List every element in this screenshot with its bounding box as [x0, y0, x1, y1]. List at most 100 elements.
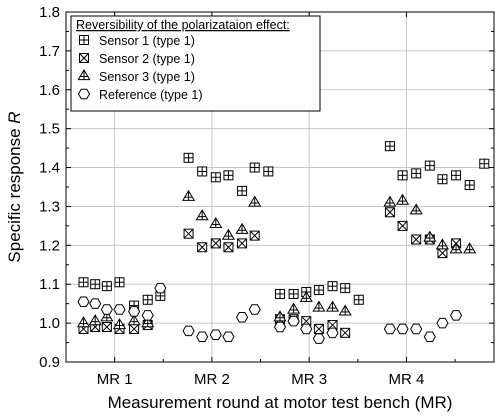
legend-entry: Reference (type 1) [77, 88, 203, 102]
legend: Reversibility of the polarizataion effec… [70, 15, 321, 112]
data-point [288, 288, 299, 299]
x-tick-label: MR 2 [194, 371, 230, 388]
data-point [210, 238, 221, 249]
data-point [409, 203, 423, 215]
legend-label: Sensor 1 (type 1) [99, 34, 195, 48]
data-point [127, 314, 141, 326]
data-point [88, 314, 102, 326]
legend-marker [77, 88, 91, 100]
data-point [237, 185, 248, 196]
data-point [77, 296, 90, 307]
data-point [209, 329, 222, 341]
data-point [183, 152, 194, 163]
legend-entry: Sensor 2 (type 1) [79, 52, 195, 66]
data-point [275, 288, 285, 299]
data-point [423, 230, 437, 242]
data-point [273, 310, 287, 322]
data-point [248, 195, 262, 207]
legend-label: Reference (type 1) [99, 88, 203, 102]
data-point [141, 310, 154, 321]
y-tick-label: 1.4 [39, 160, 60, 177]
legend-title: Reversibility of the polarizataion effec… [76, 18, 290, 32]
data-point [112, 318, 127, 330]
data-point [89, 298, 102, 309]
data-point [397, 220, 408, 231]
data-point [435, 238, 450, 250]
data-point [312, 333, 325, 344]
legend-label: Sensor 2 (type 1) [99, 52, 195, 66]
data-point [449, 242, 463, 254]
data-point [113, 304, 126, 315]
legend-box [70, 15, 321, 112]
data-point [451, 170, 462, 181]
data-point [181, 189, 196, 201]
legend-entry: Sensor 3 (type 1) [77, 69, 195, 84]
x-tick-labels: MR 1 MR 2 MR 3 MR 4 [97, 371, 425, 388]
data-point [101, 322, 112, 332]
data-point [237, 238, 248, 249]
data-point [340, 283, 351, 294]
data-point [196, 331, 209, 342]
data-point [326, 327, 339, 339]
data-point [287, 302, 301, 314]
data-point [384, 141, 395, 152]
data-point [154, 282, 167, 294]
data-point [396, 323, 409, 335]
data-point [300, 323, 313, 335]
data-point [100, 304, 113, 315]
data-point [410, 323, 423, 335]
data-point [299, 290, 313, 302]
y-tick-label: 1.5 [39, 121, 60, 138]
data-point [249, 230, 260, 241]
data-point [197, 166, 208, 177]
data-point [383, 323, 396, 335]
data-point [273, 321, 287, 333]
series-3 [76, 189, 477, 330]
legend-marker [79, 53, 89, 63]
data-point [263, 166, 274, 177]
data-point [210, 172, 221, 183]
x-tick-label: MR 3 [291, 371, 327, 388]
data-point [128, 306, 141, 317]
data-point [395, 193, 410, 205]
y-tick-label: 0.9 [39, 354, 60, 371]
data-point [223, 170, 234, 181]
data-point [287, 315, 300, 327]
data-point [197, 242, 208, 253]
y-tick-label: 1.0 [39, 315, 60, 332]
y-tick-label: 1.6 [39, 82, 60, 99]
legend-marker [79, 35, 89, 45]
legend-entries: Sensor 1 (type 1) Sensor 2 (type 1) Sensor… [77, 34, 203, 102]
data-point [449, 310, 463, 321]
x-tick-label: MR 1 [97, 371, 133, 388]
data-point [221, 228, 236, 240]
data-point [182, 325, 195, 337]
data-point [313, 285, 324, 296]
data-point [463, 242, 477, 254]
data-point [437, 174, 448, 185]
data-point [424, 160, 435, 171]
y-axis-label-variable: R [5, 111, 24, 123]
data-point [464, 180, 475, 191]
data-point [101, 281, 112, 292]
data-point [78, 277, 89, 288]
y-axis-label: Specific response R [5, 111, 24, 262]
data-point [100, 310, 114, 322]
data-point [479, 158, 490, 169]
legend-marker [77, 69, 91, 81]
data-point [313, 323, 324, 334]
data-point [90, 279, 101, 290]
data-point [353, 294, 364, 305]
data-point [411, 168, 422, 179]
y-axis-label-text: Specific response [5, 124, 24, 263]
data-point [114, 277, 125, 288]
y-tick-label: 1.3 [39, 198, 60, 215]
data-point [397, 170, 408, 181]
data-point [384, 207, 395, 218]
data-point [183, 228, 194, 239]
data-point [327, 281, 338, 292]
series-4 [77, 282, 463, 344]
data-point [338, 304, 352, 316]
y-tick-label: 1.1 [39, 276, 60, 293]
